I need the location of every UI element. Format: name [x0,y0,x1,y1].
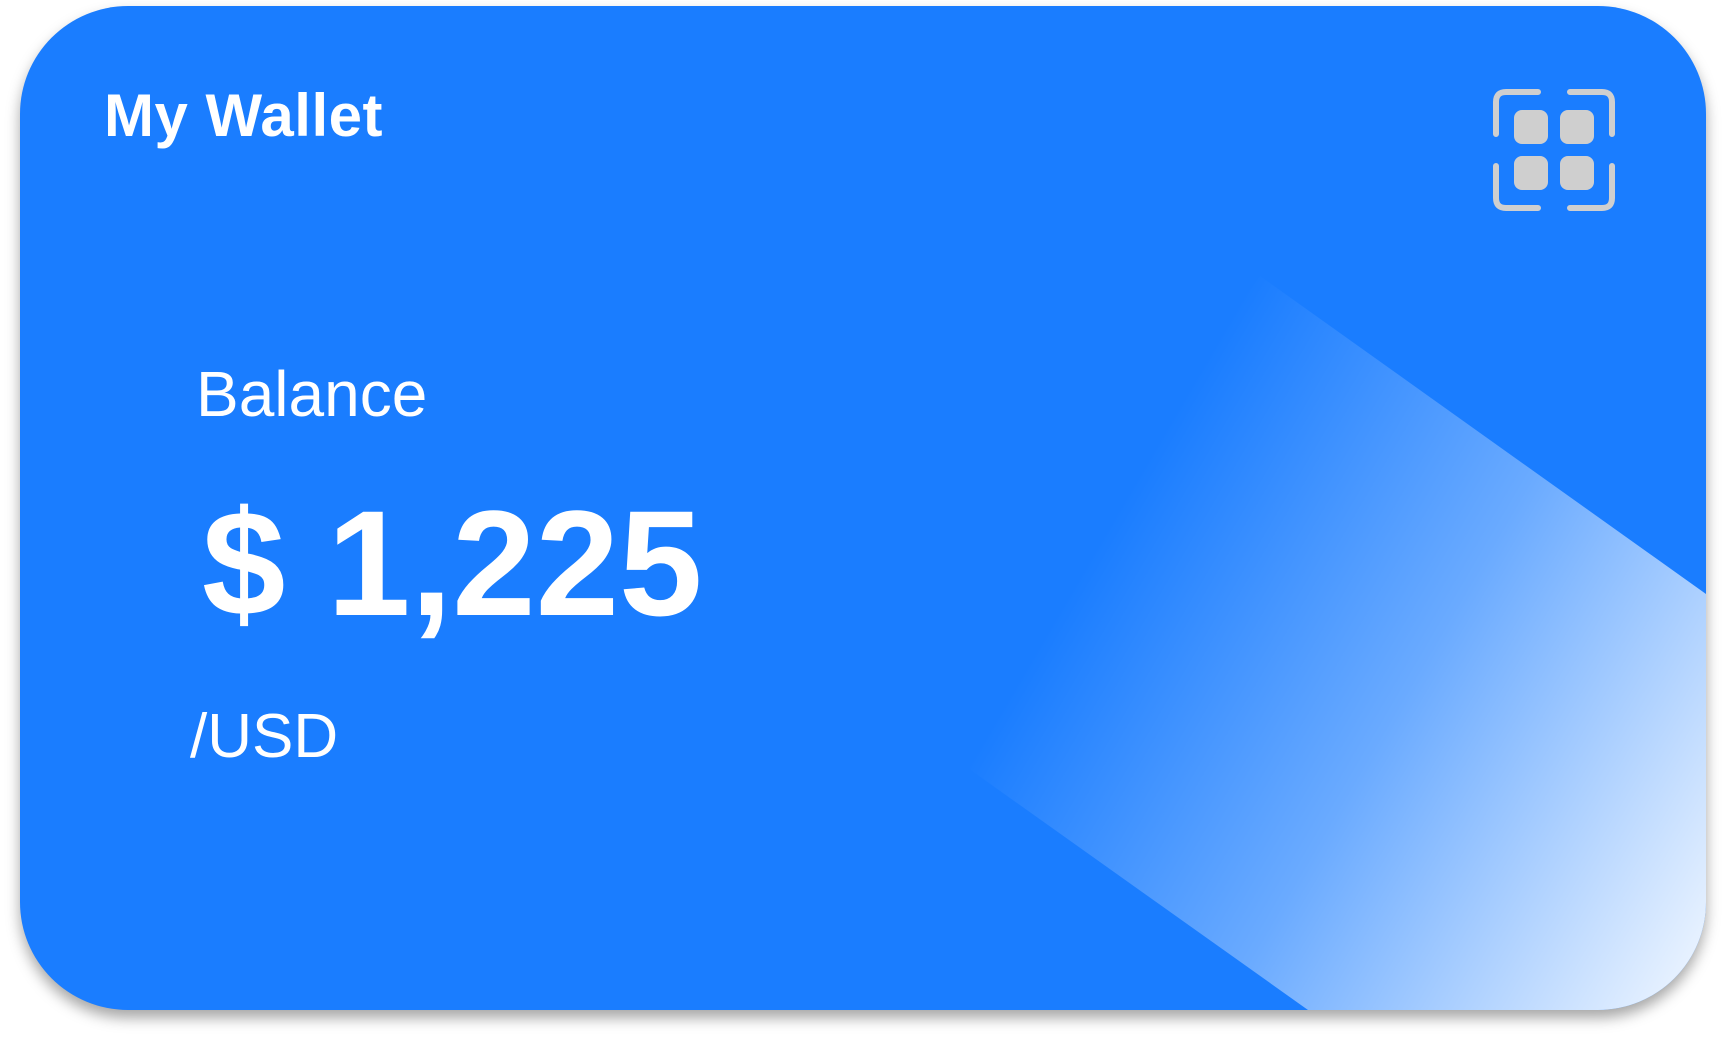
currency-label: /USD [190,702,339,771]
qr-scan-icon [1493,89,1615,211]
wallet-card: My Wallet Balance $ 1,225 /USD [20,6,1706,1010]
balance-amount: $ 1,225 [202,479,703,647]
qr-scan-button[interactable] [1492,88,1616,212]
balance-label: Balance [196,358,428,430]
card-title: My Wallet [104,82,383,149]
